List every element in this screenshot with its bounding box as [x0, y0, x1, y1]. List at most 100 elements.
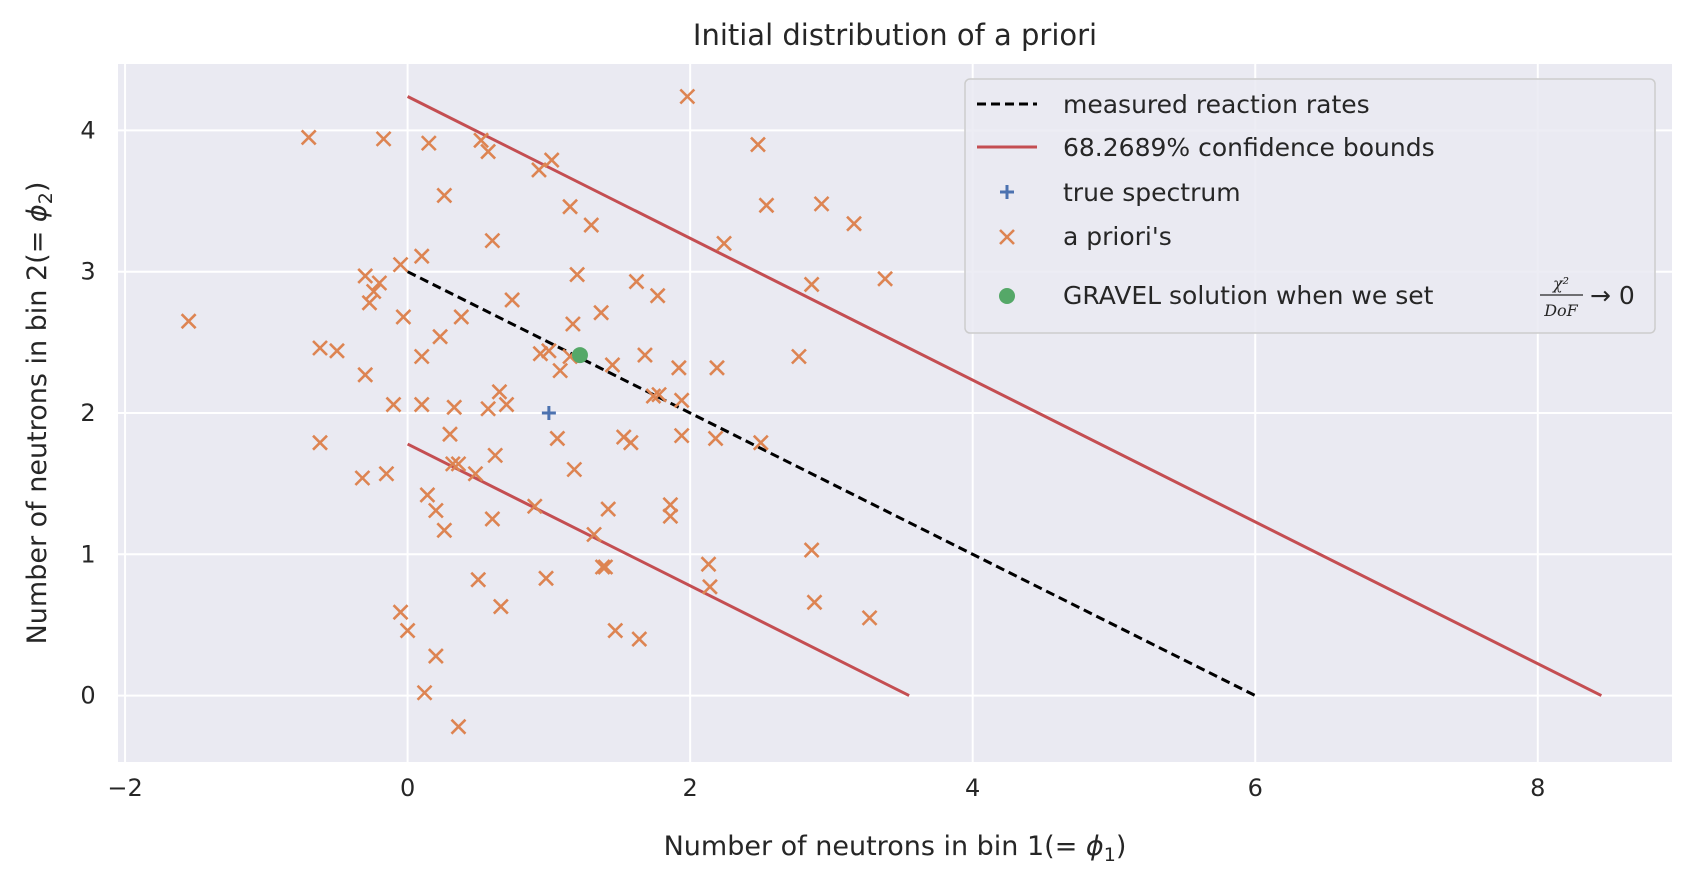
apriori-point: [583, 217, 600, 233]
apriori-point: [673, 392, 690, 409]
apriori-point: [392, 256, 409, 273]
apriori-point: [628, 273, 645, 290]
apriori-point: [446, 399, 463, 416]
true-spectrum-point: [541, 406, 556, 420]
apriori-point: [484, 511, 501, 527]
apriori-point: [487, 447, 504, 464]
apriori-point: [420, 135, 437, 152]
apriori-point: [540, 342, 557, 359]
apriori-point: [607, 622, 624, 639]
y-axis-label-math: = ϕ: [22, 204, 53, 253]
y-tick-label: 2: [80, 399, 95, 427]
apriori-point: [593, 304, 610, 321]
apriori-point: [416, 684, 433, 701]
apriori-point: [357, 268, 374, 284]
apriori-point: [354, 470, 371, 486]
apriori-point: [399, 622, 416, 639]
apriori-point: [562, 198, 578, 215]
apriori-point: [806, 594, 823, 611]
apriori-point: [484, 232, 501, 249]
x-tick-label: −2: [107, 774, 142, 802]
lower-confidence-bound: [406, 442, 910, 697]
apriori-point: [566, 461, 583, 478]
apriori-point: [707, 430, 724, 447]
apriori-point: [702, 578, 718, 595]
x-tick-label: 6: [1248, 774, 1263, 802]
apriori-point: [877, 270, 894, 287]
y-axis-label-suffix: ): [22, 182, 53, 193]
apriori-point: [651, 386, 667, 403]
apriori-point: [413, 396, 430, 413]
apriori-point: [758, 197, 775, 214]
x-axis-label-math: = ϕ: [1055, 831, 1104, 862]
legend-gravel-marker: [999, 288, 1015, 304]
apriori-point: [300, 129, 317, 146]
apriori-point: [600, 501, 617, 518]
legend-bounds-label: 68.2689% confidence bounds: [1063, 133, 1435, 162]
apriori-point: [594, 559, 611, 575]
apriori-point: [752, 434, 769, 451]
y-tick-label: 1: [80, 540, 95, 568]
apriori-point: [543, 152, 560, 169]
apriori-point: [392, 604, 409, 621]
apriori-point: [312, 340, 328, 356]
legend-plus-icon: [1000, 185, 1014, 199]
apriori-point: [413, 248, 430, 265]
apriori-point: [631, 631, 648, 647]
apriori-point: [750, 136, 766, 153]
y-axis-label: Number of neutrons in bin 2(= ϕ2): [22, 182, 57, 645]
lines: [406, 95, 1603, 697]
y-axis-label-prefix: Number of neutrons in bin 2(: [22, 253, 53, 644]
apriori-point: [329, 342, 345, 359]
apriori-point: [480, 400, 497, 417]
chart-title: Initial distribution of a priori: [693, 18, 1097, 52]
upper-confidence-bound: [406, 95, 1603, 697]
apriori-point: [436, 187, 453, 204]
apriori-point: [427, 502, 444, 519]
x-tick-label: 4: [965, 774, 980, 802]
legend-apriori-marker: [999, 229, 1015, 245]
apriori-point: [700, 556, 717, 573]
x-axis-label-suffix: ): [1116, 831, 1127, 862]
apriori-point: [470, 571, 487, 588]
points: [180, 88, 894, 735]
legend: measured reaction rates 68.2689% confide…: [964, 78, 1656, 334]
apriori-point: [637, 347, 653, 363]
apriori-point: [492, 598, 509, 615]
apriori-point: [662, 496, 679, 513]
legend-true-spectrum-label: true spectrum: [1063, 178, 1241, 207]
apriori-point: [365, 283, 382, 300]
apriori-point: [442, 426, 458, 443]
x-tick-label: 0: [400, 774, 415, 802]
legend-measured-label: measured reaction rates: [1063, 90, 1370, 119]
apriori-point: [622, 434, 639, 451]
x-axis-label-sub: 1: [1104, 844, 1116, 866]
apriori-point: [564, 316, 581, 332]
apriori-point: [846, 215, 862, 232]
legend-box: [964, 78, 1656, 334]
x-tick-label: 2: [683, 774, 698, 802]
apriori-point: [413, 348, 430, 365]
x-axis-label: Number of neutrons in bin 1(= ϕ1): [664, 831, 1127, 866]
apriori-point: [586, 526, 603, 543]
apriori-point: [385, 396, 402, 413]
x-tick-label: 8: [1530, 774, 1545, 802]
apriori-point: [436, 522, 453, 539]
tick-labels: −2 0 2 4 6 8 0 1 2 3 4: [80, 116, 1545, 802]
apriori-point: [662, 508, 679, 525]
apriori-point: [504, 292, 521, 308]
apriori-point: [371, 275, 388, 291]
legend-gravel-label: GRAVEL solution when we set: [1063, 281, 1434, 310]
apriori-point: [604, 357, 621, 373]
apriori-point: [538, 570, 554, 587]
apriori-point: [491, 383, 508, 400]
apriori-point: [357, 366, 374, 383]
apriori-point: [312, 434, 328, 451]
apriori-point: [444, 455, 461, 472]
apriori-point: [803, 276, 820, 293]
apriori-point: [427, 648, 444, 664]
apriori-point: [450, 455, 467, 472]
apriori-point: [419, 487, 436, 503]
legend-apriori-label: a priori's: [1063, 222, 1172, 251]
